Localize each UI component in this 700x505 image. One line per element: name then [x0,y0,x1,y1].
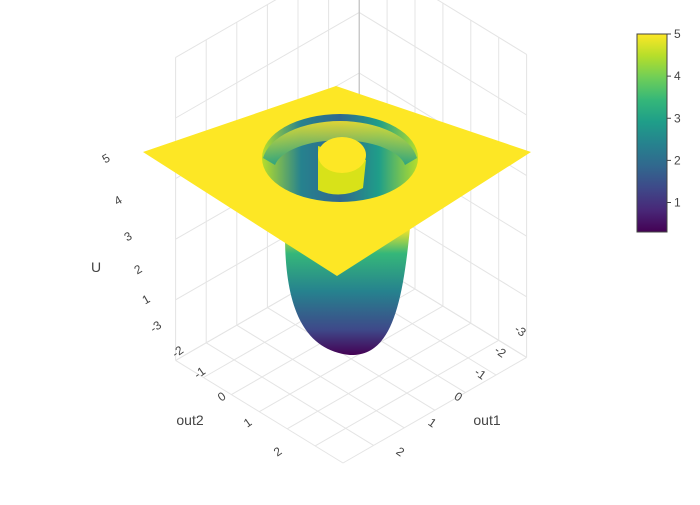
colorbar-tick-label: 3 [674,111,681,125]
surface-crater-inner-wall [263,121,417,165]
y-axis-title: out2 [176,412,203,428]
y-tick-label: -2 [169,343,186,361]
z-tick-label: 2 [132,262,145,278]
z-tick-label: 1 [140,292,153,308]
x-tick-label: 0 [452,389,466,404]
z-tick-label: 5 [100,151,113,167]
colorbar-tick-label: 1 [674,196,681,210]
x-axis-title: out1 [473,412,500,428]
colorbar: 1 2 3 4 5 [636,27,681,233]
surface-center-peak-top [318,137,366,173]
z-axis-title: U [91,259,101,275]
x-tick-label: 2 [394,444,408,459]
x-tick-label: 1 [426,415,440,430]
z-tick-label: 4 [112,193,125,209]
y-tick-label: -3 [147,318,164,336]
y-tick-label: 2 [271,444,285,459]
colorbar-tick-label: 2 [674,153,681,167]
z-tick-label: 3 [122,229,135,245]
colorbar-tick-label: 4 [674,69,681,83]
colorbar-ticks: 1 2 3 4 5 [667,27,681,210]
y-tick-label: 1 [241,415,255,430]
colorbar-tick-label: 5 [674,27,681,41]
colorbar-gradient [636,33,668,233]
